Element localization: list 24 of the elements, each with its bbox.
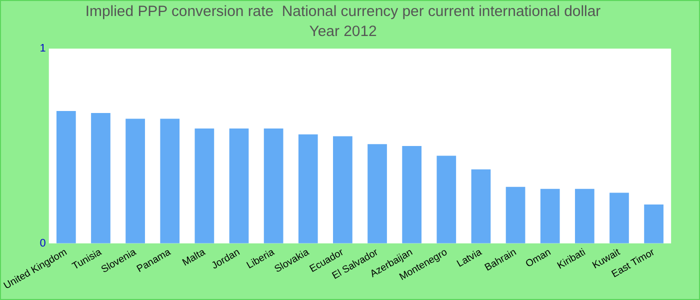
bar	[368, 144, 387, 244]
bar	[229, 128, 249, 244]
x-tick-label: Oman	[524, 246, 553, 270]
bar	[610, 192, 629, 244]
bar	[333, 136, 352, 244]
bar	[506, 186, 526, 244]
bar	[540, 188, 560, 244]
bar	[471, 169, 491, 244]
bar	[126, 118, 145, 244]
bar	[574, 188, 594, 244]
y-tick-label: 1	[40, 42, 46, 55]
chart-subtitle: Year 2012	[309, 22, 377, 40]
bar	[644, 204, 664, 244]
bar	[91, 112, 110, 244]
chart-title: Implied PPP conversion rate National currency per current international dollar	[85, 3, 601, 20]
x-tick-label: Malta	[180, 246, 208, 269]
bar	[402, 146, 422, 244]
bar	[160, 118, 180, 244]
y-tick-label: 0	[40, 237, 46, 250]
bar	[194, 128, 214, 244]
bar	[298, 134, 318, 244]
bar	[264, 128, 284, 244]
bar	[56, 110, 76, 244]
bar	[436, 156, 456, 244]
